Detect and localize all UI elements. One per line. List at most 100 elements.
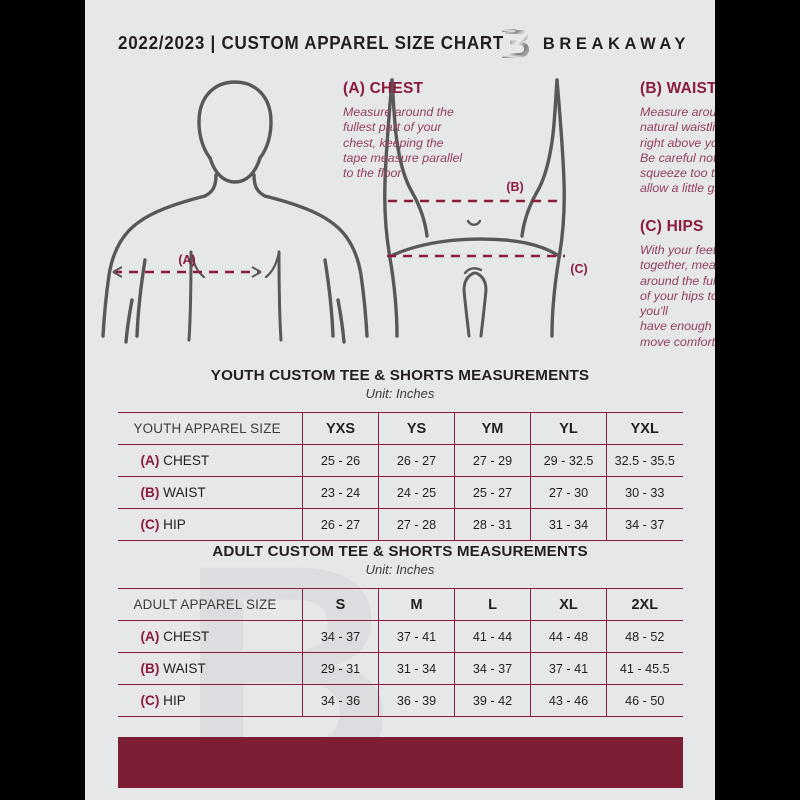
- youth-size-header-4: YXL: [606, 412, 683, 445]
- callout-waist-body: Measure around your natural waistline – …: [640, 105, 715, 196]
- adult-section-title: ADULT CUSTOM TEE & SHORTS MEASUREMENTS: [212, 543, 588, 560]
- table-row: (B) WAIST 29 - 31 31 - 34 34 - 37 37 - 4…: [117, 652, 683, 685]
- youth-size-header-2: YM: [454, 412, 531, 445]
- youth-size-header-3: YL: [530, 412, 607, 445]
- youth-cell-0-3: 29 - 32.5: [530, 444, 607, 477]
- youth-cell-1-4: 30 - 33: [606, 476, 683, 509]
- chest-measure-line: [112, 266, 262, 278]
- adult-row-name-2: HIP: [163, 693, 186, 708]
- youth-row-tag-0: (A): [140, 453, 160, 468]
- brand-name: BREAKAWAY: [542, 34, 690, 53]
- adult-cell-1-4: 41 - 45.5: [606, 652, 683, 685]
- footer-bar: [118, 737, 683, 788]
- adult-label-header: ADULT APPAREL SIZE: [117, 588, 303, 621]
- adult-cell-2-0: 34 - 36: [302, 684, 379, 717]
- callout-hips-title: (C) HIPS: [640, 218, 704, 235]
- adult-size-header-1: M: [378, 588, 455, 621]
- youth-cell-2-4: 34 - 37: [606, 508, 683, 541]
- table-row: (C) HIP 26 - 27 27 - 28 28 - 31 31 - 34 …: [117, 508, 683, 541]
- adult-cell-2-4: 46 - 50: [606, 684, 683, 717]
- adult-size-table: ADULT APPAREL SIZE S M L XL 2XL (A) CHES…: [117, 588, 683, 717]
- youth-cell-1-0: 23 - 24: [302, 476, 379, 509]
- adult-cell-1-2: 34 - 37: [454, 652, 531, 685]
- adult-size-header-0: S: [302, 588, 379, 621]
- youth-cell-2-2: 28 - 31: [454, 508, 531, 541]
- youth-section-unit: Unit: Inches: [365, 386, 435, 401]
- adult-cell-0-4: 48 - 52: [606, 620, 683, 653]
- adult-size-header-2: L: [454, 588, 531, 621]
- adult-cell-2-2: 39 - 42: [454, 684, 531, 717]
- youth-row-name-2: HIP: [163, 517, 186, 532]
- adult-cell-0-1: 37 - 41: [378, 620, 455, 653]
- adult-row-tag-0: (A): [140, 629, 160, 644]
- adult-row-label-1: (B) WAIST: [117, 652, 303, 685]
- callout-chest-title: (A) CHEST: [343, 80, 424, 97]
- adult-row-name-1: WAIST: [163, 661, 206, 676]
- youth-header-row: YOUTH APPAREL SIZE YXS YS YM YL YXL: [117, 412, 683, 445]
- brand-lockup: BREAKAWAY: [501, 27, 690, 61]
- adult-row-tag-2: (C): [140, 693, 160, 708]
- adult-size-header-3: XL: [530, 588, 607, 621]
- youth-cell-1-1: 24 - 25: [378, 476, 455, 509]
- callout-hips-body: With your feet together, measure around …: [640, 243, 715, 349]
- youth-row-label-1: (B) WAIST: [117, 476, 303, 509]
- youth-cell-2-0: 26 - 27: [302, 508, 379, 541]
- callout-chest-body: Measure around the fullest part of your …: [343, 105, 463, 181]
- adult-cell-0-0: 34 - 37: [302, 620, 379, 653]
- adult-cell-1-0: 29 - 31: [302, 652, 379, 685]
- adult-row-label-2: (C) HIP: [117, 684, 303, 717]
- youth-row-label-2: (C) HIP: [117, 508, 303, 541]
- adult-cell-2-1: 36 - 39: [378, 684, 455, 717]
- page-header: 2022/2023 | CUSTOM APPAREL SIZE CHART: [85, 27, 715, 63]
- table-row: (B) WAIST 23 - 24 24 - 25 25 - 27 27 - 3…: [117, 476, 683, 509]
- table-row: (C) HIP 34 - 36 36 - 39 39 - 42 43 - 46 …: [117, 684, 683, 717]
- adult-section: ADULT CUSTOM TEE & SHORTS MEASUREMENTS U…: [85, 543, 715, 717]
- table-row: (A) CHEST 34 - 37 37 - 41 41 - 44 44 - 4…: [117, 620, 683, 653]
- youth-cell-1-2: 25 - 27: [454, 476, 531, 509]
- youth-size-header-1: YS: [378, 412, 455, 445]
- adult-cell-0-2: 41 - 44: [454, 620, 531, 653]
- youth-row-tag-1: (B): [140, 485, 160, 500]
- youth-cell-2-3: 31 - 34: [530, 508, 607, 541]
- size-chart-page: B 2022/2023 | CUSTOM APPAREL SIZE CHART: [85, 0, 715, 800]
- youth-section-title: YOUTH CUSTOM TEE & SHORTS MEASUREMENTS: [210, 367, 590, 384]
- callout-chest: (A) CHEST Measure around the fullest par…: [343, 80, 483, 181]
- table-row: (A) CHEST 25 - 26 26 - 27 27 - 29 29 - 3…: [117, 444, 683, 477]
- youth-row-tag-2: (C): [140, 517, 160, 532]
- youth-size-header-0: YXS: [302, 412, 379, 445]
- youth-size-table: YOUTH APPAREL SIZE YXS YS YM YL YXL (A) …: [117, 412, 683, 541]
- youth-row-name-1: WAIST: [163, 485, 206, 500]
- youth-section: YOUTH CUSTOM TEE & SHORTS MEASUREMENTS U…: [85, 367, 715, 541]
- hips-marker-label: (C): [570, 262, 587, 276]
- adult-cell-1-3: 37 - 41: [530, 652, 607, 685]
- callout-waist-title: (B) WAIST: [640, 80, 715, 97]
- measurement-illustrations: (A) (B): [85, 70, 715, 370]
- chest-marker-label: (A): [178, 253, 195, 267]
- adult-header-row: ADULT APPAREL SIZE S M L XL 2XL: [117, 588, 683, 621]
- youth-cell-0-0: 25 - 26: [302, 444, 379, 477]
- adult-section-unit: Unit: Inches: [365, 562, 435, 577]
- waist-marker-label: (B): [506, 180, 523, 194]
- youth-cell-2-1: 27 - 28: [378, 508, 455, 541]
- youth-row-name-0: CHEST: [163, 453, 210, 468]
- callout-hips: (C) HIPS With your feet together, measur…: [640, 218, 715, 350]
- youth-cell-1-3: 27 - 30: [530, 476, 607, 509]
- adult-cell-1-1: 31 - 34: [378, 652, 455, 685]
- youth-cell-0-1: 26 - 27: [378, 444, 455, 477]
- adult-cell-2-3: 43 - 46: [530, 684, 607, 717]
- callout-waist: (B) WAIST Measure around your natural wa…: [640, 80, 715, 197]
- page-title: 2022/2023 | CUSTOM APPAREL SIZE CHART: [118, 32, 505, 53]
- adult-cell-0-3: 44 - 48: [530, 620, 607, 653]
- youth-row-label-0: (A) CHEST: [117, 444, 303, 477]
- breakaway-b-monogram-icon: [501, 29, 529, 58]
- body-figures-svg: (A) (B): [101, 78, 588, 344]
- adult-size-header-4: 2XL: [606, 588, 683, 621]
- youth-cell-0-4: 32.5 - 35.5: [606, 444, 683, 477]
- youth-label-header: YOUTH APPAREL SIZE: [117, 412, 303, 445]
- adult-row-name-0: CHEST: [163, 629, 210, 644]
- adult-row-label-0: (A) CHEST: [117, 620, 303, 653]
- lower-body-figure: [383, 78, 566, 338]
- adult-row-tag-1: (B): [140, 661, 160, 676]
- upper-body-figure: [101, 80, 369, 344]
- youth-cell-0-2: 27 - 29: [454, 444, 531, 477]
